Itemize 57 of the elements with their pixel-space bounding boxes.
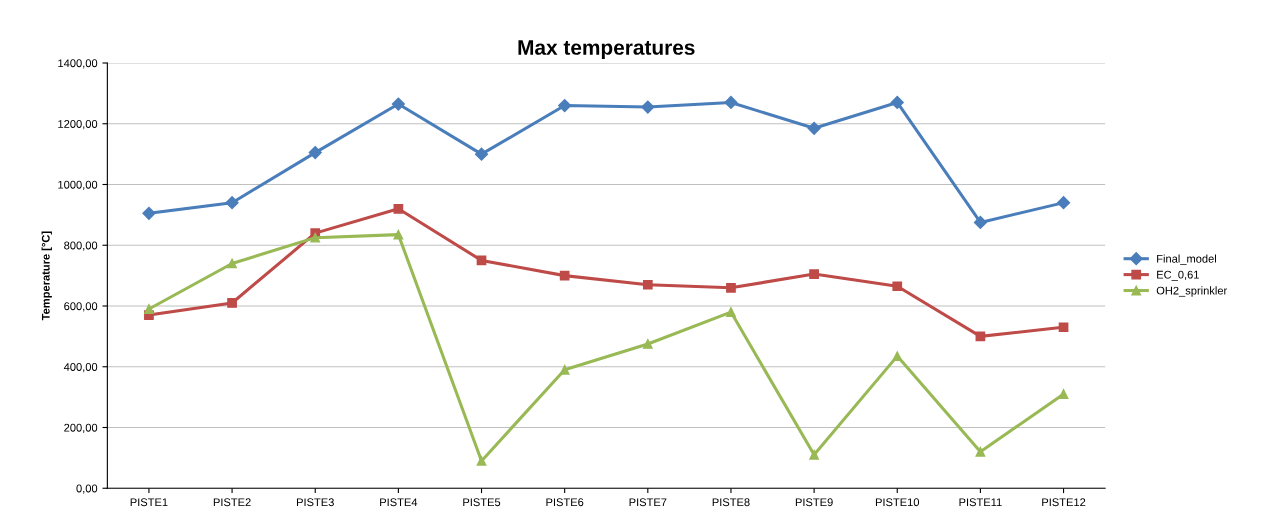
point — [892, 351, 903, 361]
x-tick-label: PISTE9 — [795, 498, 833, 507]
y-tick-label: 800,00 — [64, 241, 98, 251]
point — [559, 364, 570, 375]
point — [227, 298, 237, 308]
point — [476, 456, 487, 466]
point — [227, 258, 237, 269]
point — [724, 95, 738, 110]
x-tick-label: PISTE12 — [1042, 498, 1086, 507]
point — [393, 203, 404, 214]
point — [144, 304, 154, 314]
x-tick-label: PISTE4 — [380, 498, 418, 507]
x-tick-label: PISTE6 — [546, 498, 584, 507]
chart-title: Max temperatures — [518, 40, 695, 59]
y-tick-label: 200,00 — [64, 423, 98, 433]
x-tick-label: PISTE1 — [130, 498, 168, 507]
y-tick-label: 1200,00 — [58, 120, 98, 130]
point — [642, 339, 653, 349]
point — [809, 449, 819, 460]
y-tick-label: 0,00 — [76, 484, 98, 494]
point — [391, 97, 405, 111]
point — [807, 121, 821, 135]
point — [558, 98, 572, 113]
point — [973, 215, 987, 230]
y-tick-label: 1400,00 — [58, 59, 98, 69]
point — [1056, 196, 1071, 210]
x-tick-label: PISTE10 — [875, 498, 920, 507]
point — [642, 279, 653, 290]
x-tick-label: PISTE2 — [213, 498, 251, 507]
point — [890, 95, 904, 110]
y-tick-label: 1000,00 — [58, 180, 98, 190]
y-tick-label: 600,00 — [64, 302, 98, 312]
x-tick-label: PISTE3 — [296, 498, 334, 507]
point — [393, 229, 404, 240]
point — [726, 282, 736, 293]
point — [308, 146, 322, 160]
point — [809, 269, 819, 279]
point — [892, 281, 903, 292]
x-tick-label: PISTE5 — [463, 498, 501, 507]
point — [225, 196, 239, 210]
legend-label: EC_0,61 — [1157, 270, 1199, 281]
x-tick-label: PISTE7 — [629, 498, 667, 507]
point — [310, 232, 321, 243]
y-axis-title: Temperature [°C] — [41, 231, 52, 321]
point — [474, 147, 489, 161]
point — [1058, 322, 1069, 333]
point — [1058, 389, 1069, 399]
legend-label: Final_model — [1157, 254, 1216, 265]
x-tick-label: PISTE11 — [959, 498, 1002, 507]
x-tick-label: PISTE8 — [712, 498, 750, 507]
y-tick-label: 400,00 — [63, 363, 98, 373]
point — [975, 446, 986, 457]
legend-label: OH2_sprinkler — [1156, 286, 1228, 297]
point — [641, 100, 655, 114]
point — [726, 307, 736, 317]
point — [559, 270, 570, 281]
point — [142, 206, 156, 220]
